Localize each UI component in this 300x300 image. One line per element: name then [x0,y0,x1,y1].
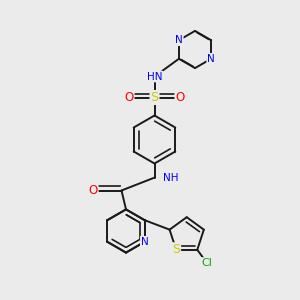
Text: N: N [175,35,183,45]
Text: Cl: Cl [202,258,212,268]
Text: S: S [151,91,158,104]
Text: N: N [207,54,215,64]
Text: S: S [172,243,180,256]
Text: O: O [176,91,184,104]
Text: O: O [88,184,98,197]
Text: O: O [124,91,134,104]
Text: HN: HN [147,71,162,82]
Text: NH: NH [163,172,178,183]
Text: N: N [141,237,148,247]
